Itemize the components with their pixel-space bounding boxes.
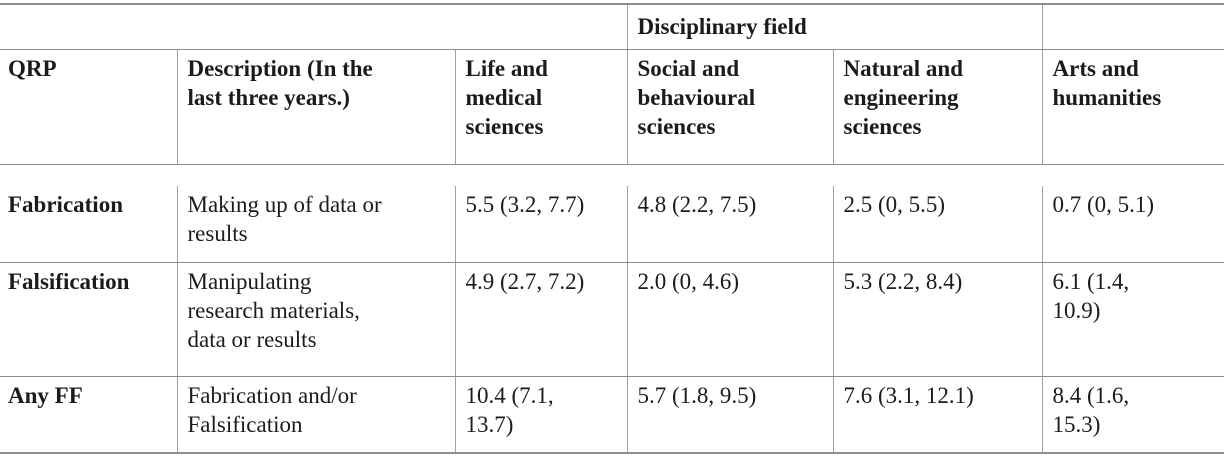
value-cell: 5.3 (2.2, 8.4): [832, 262, 1043, 377]
spanner-empty-right: [1041, 3, 1224, 50]
value-cell: 4.9 (2.7, 7.2): [454, 262, 628, 377]
value-cell: 10.4 (7.1, 13.7): [454, 376, 628, 454]
value-cell: 2.5 (0, 5.5): [832, 186, 1043, 263]
row-label: Fabrication: [0, 186, 177, 263]
value-cell: 7.6 (3.1, 12.1): [832, 376, 1043, 454]
table-row-falsification: Falsification Manipulating research mate…: [0, 262, 1224, 377]
gap-cell: [0, 164, 1224, 186]
spanner-empty-left: [0, 3, 628, 50]
header-body-gap: [0, 164, 1224, 186]
col-header-description: Description (In the last three years.): [176, 49, 455, 165]
row-description: Manipulating research materials, data or…: [176, 262, 455, 377]
col-header-life-medical: Life and medical sciences: [454, 49, 628, 165]
value-cell: 4.8 (2.2, 7.5): [626, 186, 834, 263]
value-cell: 5.7 (1.8, 9.5): [626, 376, 834, 454]
value-cell: 8.4 (1.6, 15.3): [1041, 376, 1224, 454]
qrp-prevalence-table: Disciplinary field QRP Description (In t…: [0, 3, 1224, 454]
row-label: Any FF: [0, 376, 177, 454]
spanner-row: Disciplinary field: [0, 3, 1224, 50]
row-label: Falsification: [0, 262, 177, 377]
value-cell: 2.0 (0, 4.6): [626, 262, 834, 377]
value-cell: 0.7 (0, 5.1): [1041, 186, 1224, 263]
col-header-natural-engineering: Natural and engineering sciences: [832, 49, 1043, 165]
col-header-social-behavioural: Social and behavioural sciences: [626, 49, 834, 165]
row-description: Making up of data or results: [176, 186, 455, 263]
col-header-qrp: QRP: [0, 49, 177, 165]
column-header-row: QRP Description (In the last three years…: [0, 49, 1224, 165]
disciplinary-field-spanner: Disciplinary field: [626, 3, 1043, 50]
table-row-any-ff: Any FF Fabrication and/or Falsification …: [0, 376, 1224, 454]
table-row-fabrication: Fabrication Making up of data or results…: [0, 186, 1224, 263]
col-header-arts-humanities: Arts and humanities: [1041, 49, 1224, 165]
value-cell: 6.1 (1.4, 10.9): [1041, 262, 1224, 377]
value-cell: 5.5 (3.2, 7.7): [454, 186, 628, 263]
row-description: Fabrication and/or Falsification: [176, 376, 455, 454]
